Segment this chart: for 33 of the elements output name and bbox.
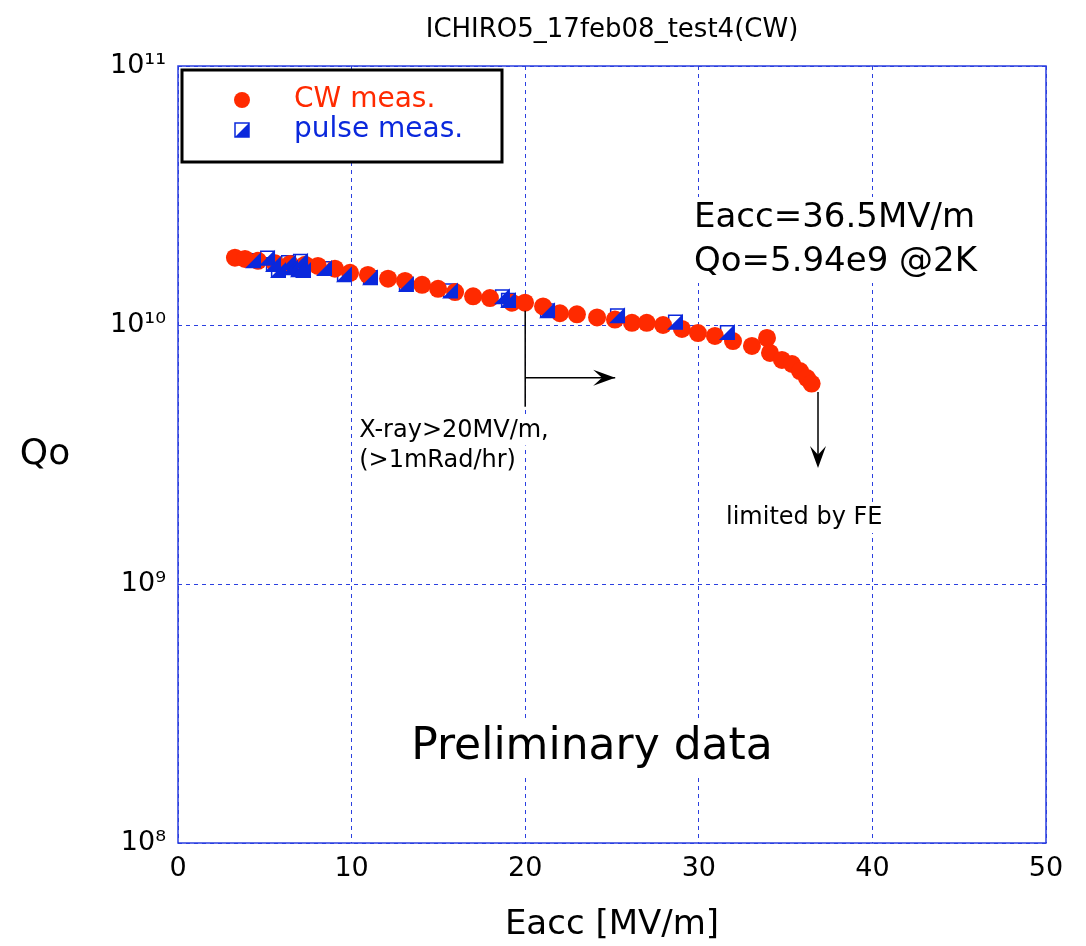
point	[480, 289, 499, 308]
x-axis-title: Eacc [MV/m]	[504, 902, 720, 943]
point	[464, 287, 483, 306]
point	[637, 313, 656, 332]
x-tick-label: 40	[855, 851, 890, 883]
y-tick-label: 10⁸	[120, 825, 166, 857]
x-tick-label: 30	[681, 851, 716, 883]
x-tick-label: 10	[334, 851, 369, 883]
y-tick-label: 10⁹	[120, 566, 166, 598]
point	[588, 308, 607, 327]
point	[705, 326, 724, 345]
annotation: limited by FE	[726, 502, 883, 531]
annotation: Eacc=36.5MV/m	[694, 194, 976, 235]
point	[567, 305, 586, 324]
point	[516, 293, 535, 312]
y-axis-title: Qo	[19, 430, 71, 472]
point	[802, 374, 821, 393]
point	[688, 324, 707, 343]
point	[429, 279, 448, 298]
chart-title: ICHIRO5_17feb08_test4(CW)	[425, 12, 799, 43]
x-tick-label: 50	[1028, 851, 1064, 883]
point	[654, 316, 673, 334]
x-tick-label: 0	[169, 851, 187, 883]
point	[379, 269, 398, 288]
point	[758, 328, 777, 347]
annotation: Qo=5.94e9 @2K	[694, 238, 979, 279]
y-tick-label: 10¹⁰	[109, 307, 166, 339]
y-tick-label: 10¹¹	[109, 48, 166, 80]
x-tick-label: 20	[508, 851, 543, 883]
point	[742, 336, 761, 355]
annotation: Preliminary data	[411, 718, 773, 770]
annotation: X-ray>20MV/m, (>1mRad/hr)	[359, 414, 549, 473]
point	[413, 275, 432, 294]
